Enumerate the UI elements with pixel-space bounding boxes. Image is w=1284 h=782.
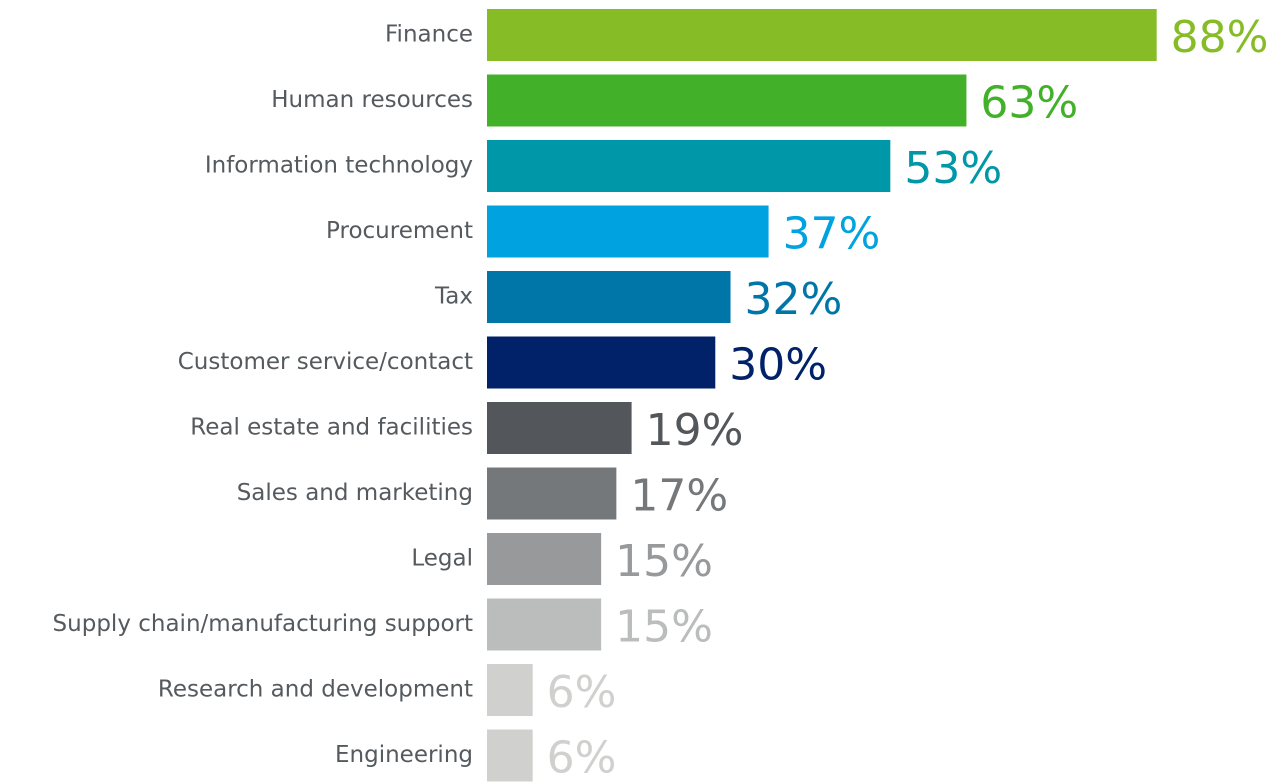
value-label: 6% (547, 733, 617, 782)
value-label: 88% (1171, 12, 1269, 63)
value-label: 15% (615, 536, 713, 587)
bar (487, 467, 617, 520)
value-label: 30% (729, 340, 827, 391)
category-label: Procurement (326, 218, 473, 244)
category-label: Research and development (158, 677, 473, 703)
value-label: 6% (547, 667, 617, 718)
bar (487, 271, 731, 323)
bar (487, 140, 891, 192)
bar (487, 533, 602, 585)
category-label: Human resources (271, 87, 473, 113)
bar (487, 664, 533, 716)
value-label: 15% (615, 602, 713, 653)
value-label: 37% (783, 209, 881, 260)
category-label: Engineering (335, 742, 473, 768)
category-label: Finance (385, 22, 473, 48)
value-label: 17% (630, 471, 728, 522)
category-label: Tax (434, 284, 473, 310)
value-label: 63% (980, 78, 1078, 129)
value-label: 19% (646, 405, 744, 456)
category-label: Legal (411, 546, 473, 572)
value-label: 53% (904, 143, 1002, 194)
bar (487, 729, 533, 782)
bar (487, 74, 967, 127)
category-label: Information technology (205, 153, 473, 179)
category-label: Sales and marketing (237, 480, 473, 506)
category-label: Real estate and facilities (190, 415, 473, 441)
bar (487, 598, 602, 651)
bar (487, 205, 769, 258)
bar (487, 9, 1157, 61)
bar (487, 336, 716, 389)
category-label: Customer service/contact (178, 349, 473, 375)
category-label: Supply chain/manufacturing support (53, 611, 473, 637)
value-label: 32% (745, 274, 843, 325)
bar (487, 402, 632, 454)
